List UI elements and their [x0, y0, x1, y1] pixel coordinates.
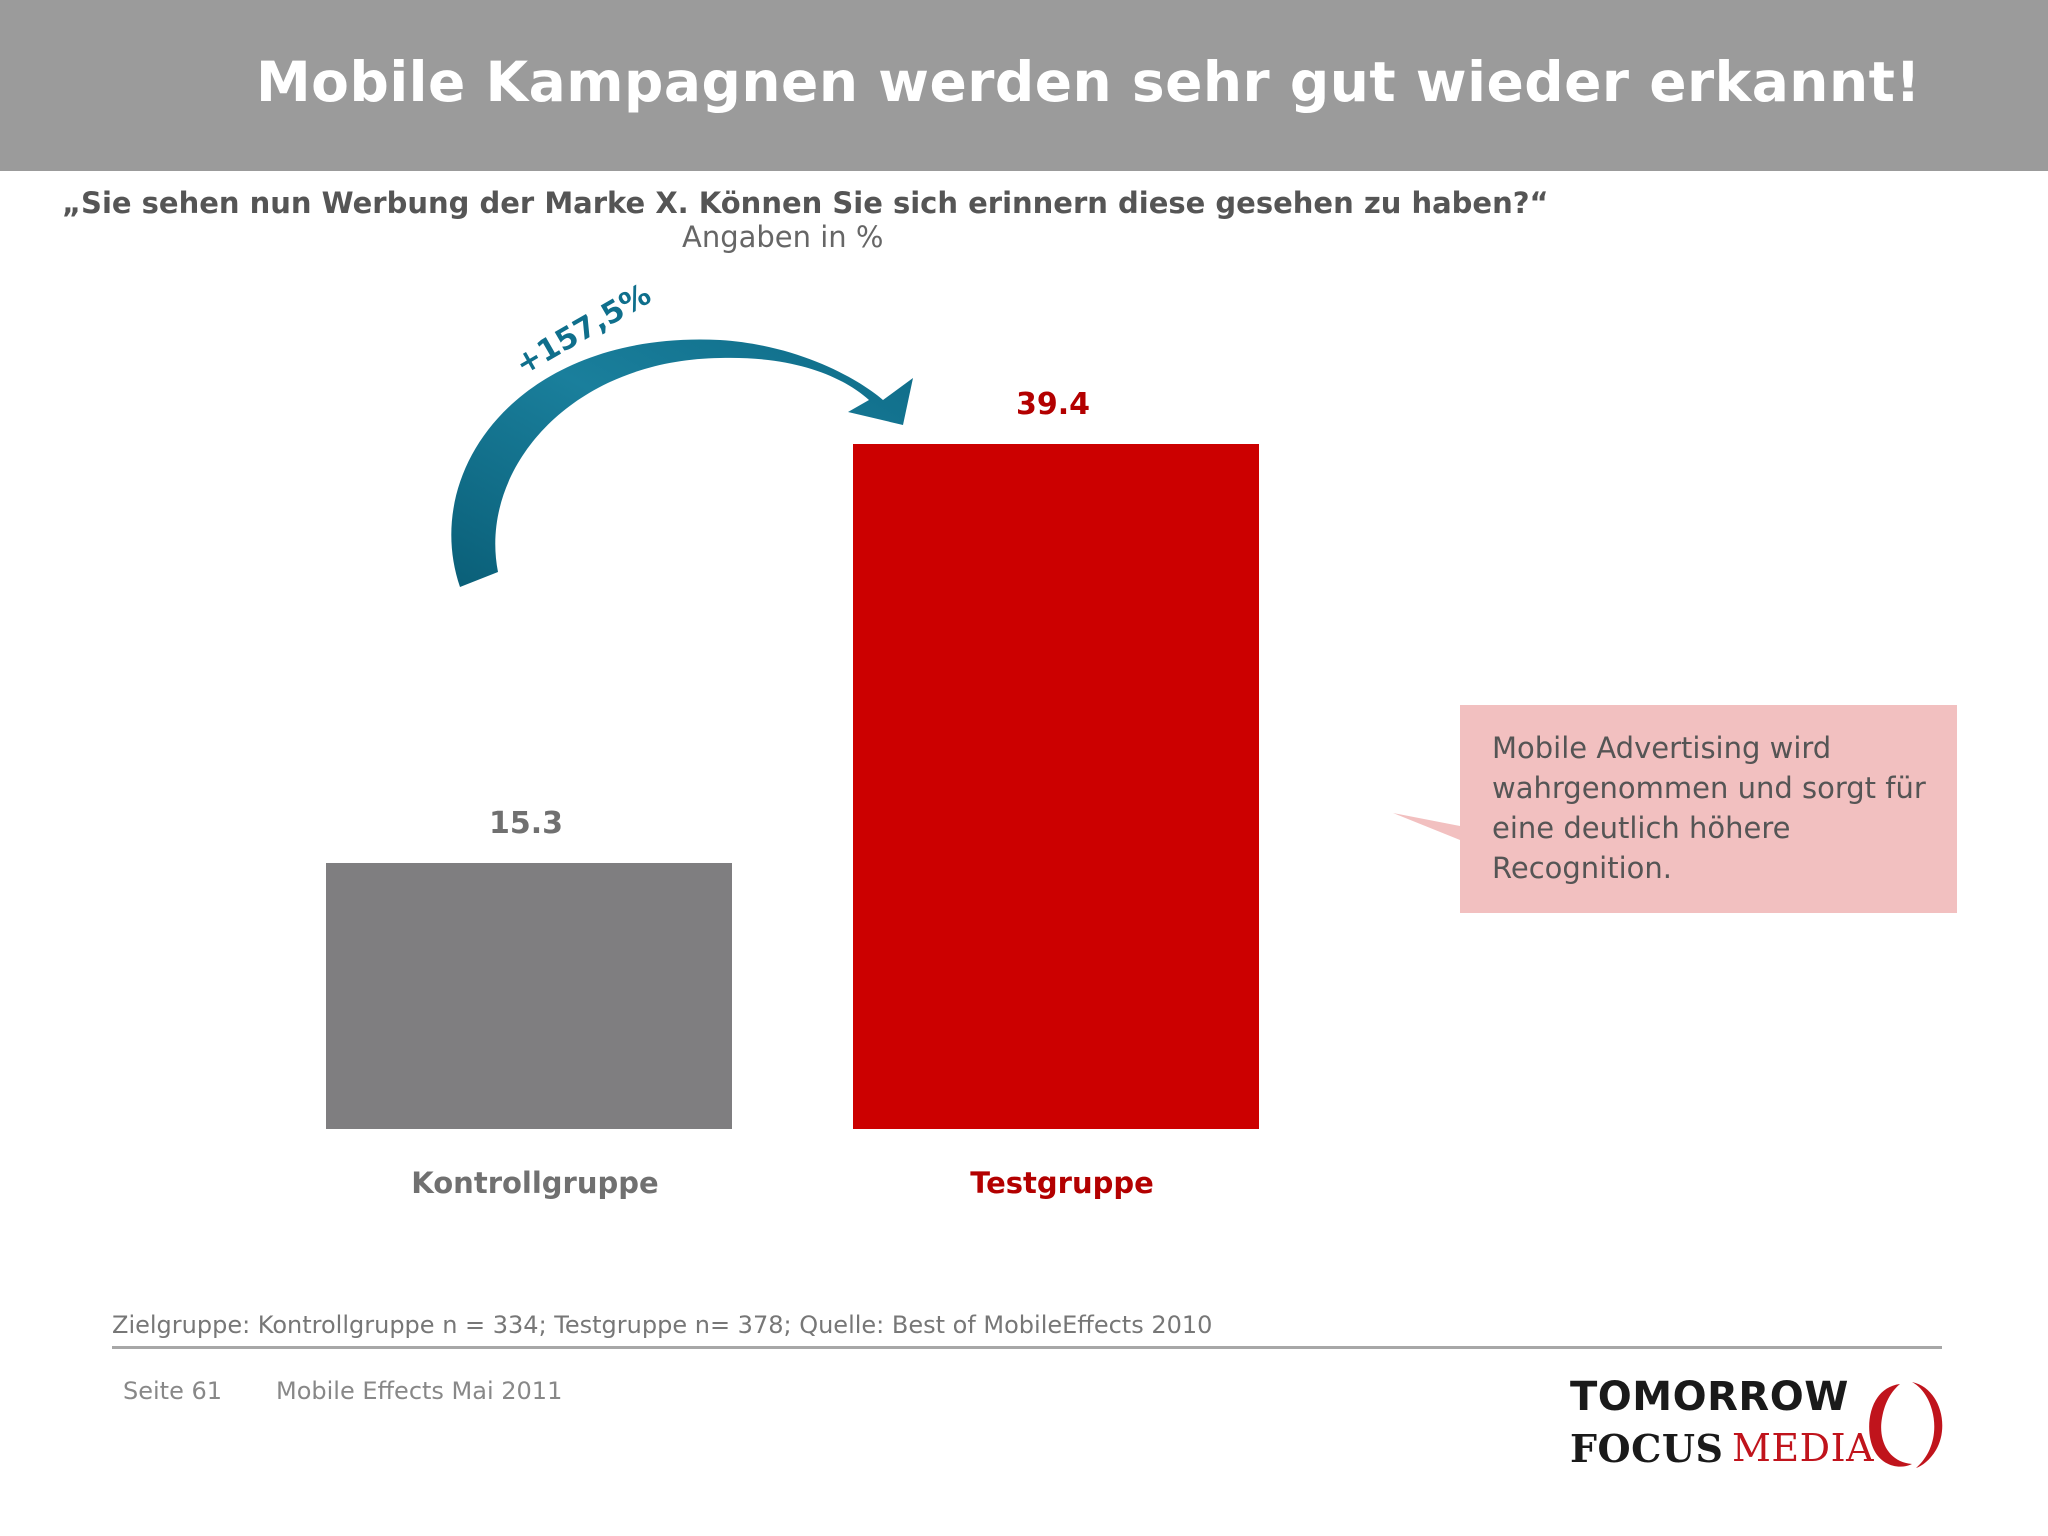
- header-bar: Mobile Kampagnen werden sehr gut wieder …: [0, 0, 2048, 171]
- increase-arrow: [451, 339, 913, 587]
- unit-note: Angaben in %: [682, 220, 884, 254]
- company-logo: TOMORROW FOCUS MEDIA: [1568, 1374, 1948, 1484]
- page-number: Seite 61: [123, 1377, 223, 1405]
- logo-text-media: MEDIA: [1732, 1426, 1875, 1470]
- logo-text-tomorrow: TOMORROW: [1570, 1374, 1849, 1420]
- document-name: Mobile Effects Mai 2011: [276, 1377, 563, 1405]
- callout-line: eine deutlich höhere: [1492, 811, 1791, 845]
- callout-line: Recognition.: [1492, 851, 1672, 885]
- value-label: 15.3: [489, 806, 563, 841]
- value-label: 39.4: [1016, 387, 1090, 422]
- page-title: Mobile Kampagnen werden sehr gut wieder …: [255, 50, 1921, 114]
- callout-line: wahrgenommen und sorgt für: [1492, 771, 1926, 805]
- callout-shape: [1393, 705, 1957, 913]
- category-label: Testgruppe: [970, 1166, 1154, 1200]
- bar-kontrollgruppe: [326, 862, 732, 1129]
- bar-testgruppe: [853, 444, 1259, 1129]
- footnote-source: Zielgruppe: Kontrollgruppe n = 334; Test…: [112, 1311, 1213, 1339]
- category-label: Kontrollgruppe: [411, 1166, 658, 1200]
- logo-ring-icon: [1869, 1382, 1943, 1468]
- callout-text: Mobile Advertising wird wahrgenommen und…: [1492, 728, 1962, 888]
- footer-divider: [112, 1346, 1942, 1349]
- logo-text-focus: FOCUS: [1570, 1426, 1724, 1471]
- callout-line: Mobile Advertising wird: [1492, 731, 1832, 765]
- survey-question: „Sie sehen nun Werbung der Marke X. Könn…: [62, 186, 1549, 220]
- callout-box: [1393, 705, 1957, 913]
